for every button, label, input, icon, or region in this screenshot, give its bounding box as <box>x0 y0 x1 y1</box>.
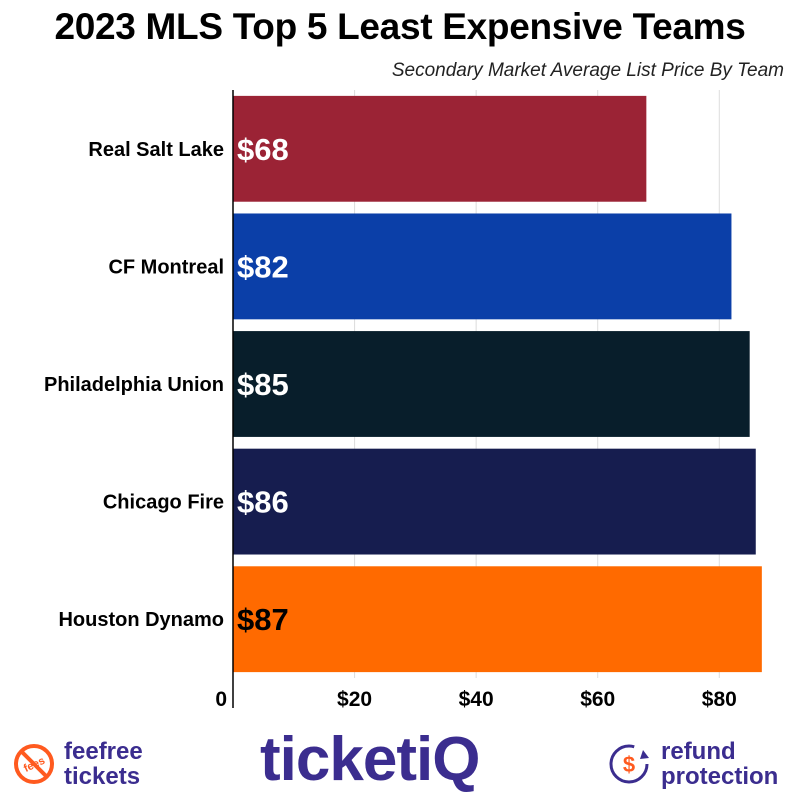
bar-value-label: $68 <box>237 132 289 167</box>
ticketiq-logo-text: ticketiQ <box>260 725 480 794</box>
footer: fees feefree tickets ticketiQ $ refund p… <box>0 725 800 800</box>
refund-dollar-icon-text: $ <box>623 752 635 777</box>
no-fees-icon: fees <box>14 744 54 784</box>
refund-protection-logo[interactable]: $ refund protection <box>607 739 778 789</box>
feefree-line1: feefree <box>64 738 143 765</box>
x-tick-label: $80 <box>702 688 737 711</box>
bar <box>233 331 750 437</box>
bar-value-label: $87 <box>237 602 289 637</box>
x-tick-label: $20 <box>337 688 372 711</box>
x-tick-label: $60 <box>580 688 615 711</box>
bar-chart: $68 Real Salt Lake $82 CF Montreal $85 Philad… <box>44 90 762 711</box>
refund-line1: refund <box>661 738 736 765</box>
bar <box>233 95 647 202</box>
bar-value-label: $82 <box>237 249 289 284</box>
bar <box>233 213 732 320</box>
bar-value-label: $85 <box>237 367 289 402</box>
ticketiq-logo[interactable]: ticketiQ <box>260 725 480 795</box>
category-label: Houston Dynamo <box>58 609 224 631</box>
chart-title: 2023 MLS Top 5 Least Expensive Teams <box>54 6 746 47</box>
feefree-tickets-logo[interactable]: fees feefree tickets <box>12 739 143 789</box>
category-label: CF Montreal <box>108 256 224 278</box>
bar <box>233 566 762 673</box>
category-label: Real Salt Lake <box>88 139 224 161</box>
refund-dollar-icon: $ <box>609 744 649 784</box>
feefree-line2: tickets <box>64 763 141 790</box>
bar <box>233 448 756 555</box>
chart-subtitle: Secondary Market Average List Price By T… <box>391 60 784 81</box>
category-label: Philadelphia Union <box>44 374 224 396</box>
refund-line2: protection <box>661 763 779 790</box>
x-tick-label: 0 <box>215 688 227 711</box>
x-tick-label: $40 <box>459 688 494 711</box>
category-label: Chicago Fire <box>103 492 224 514</box>
bar-value-label: $86 <box>237 485 289 520</box>
